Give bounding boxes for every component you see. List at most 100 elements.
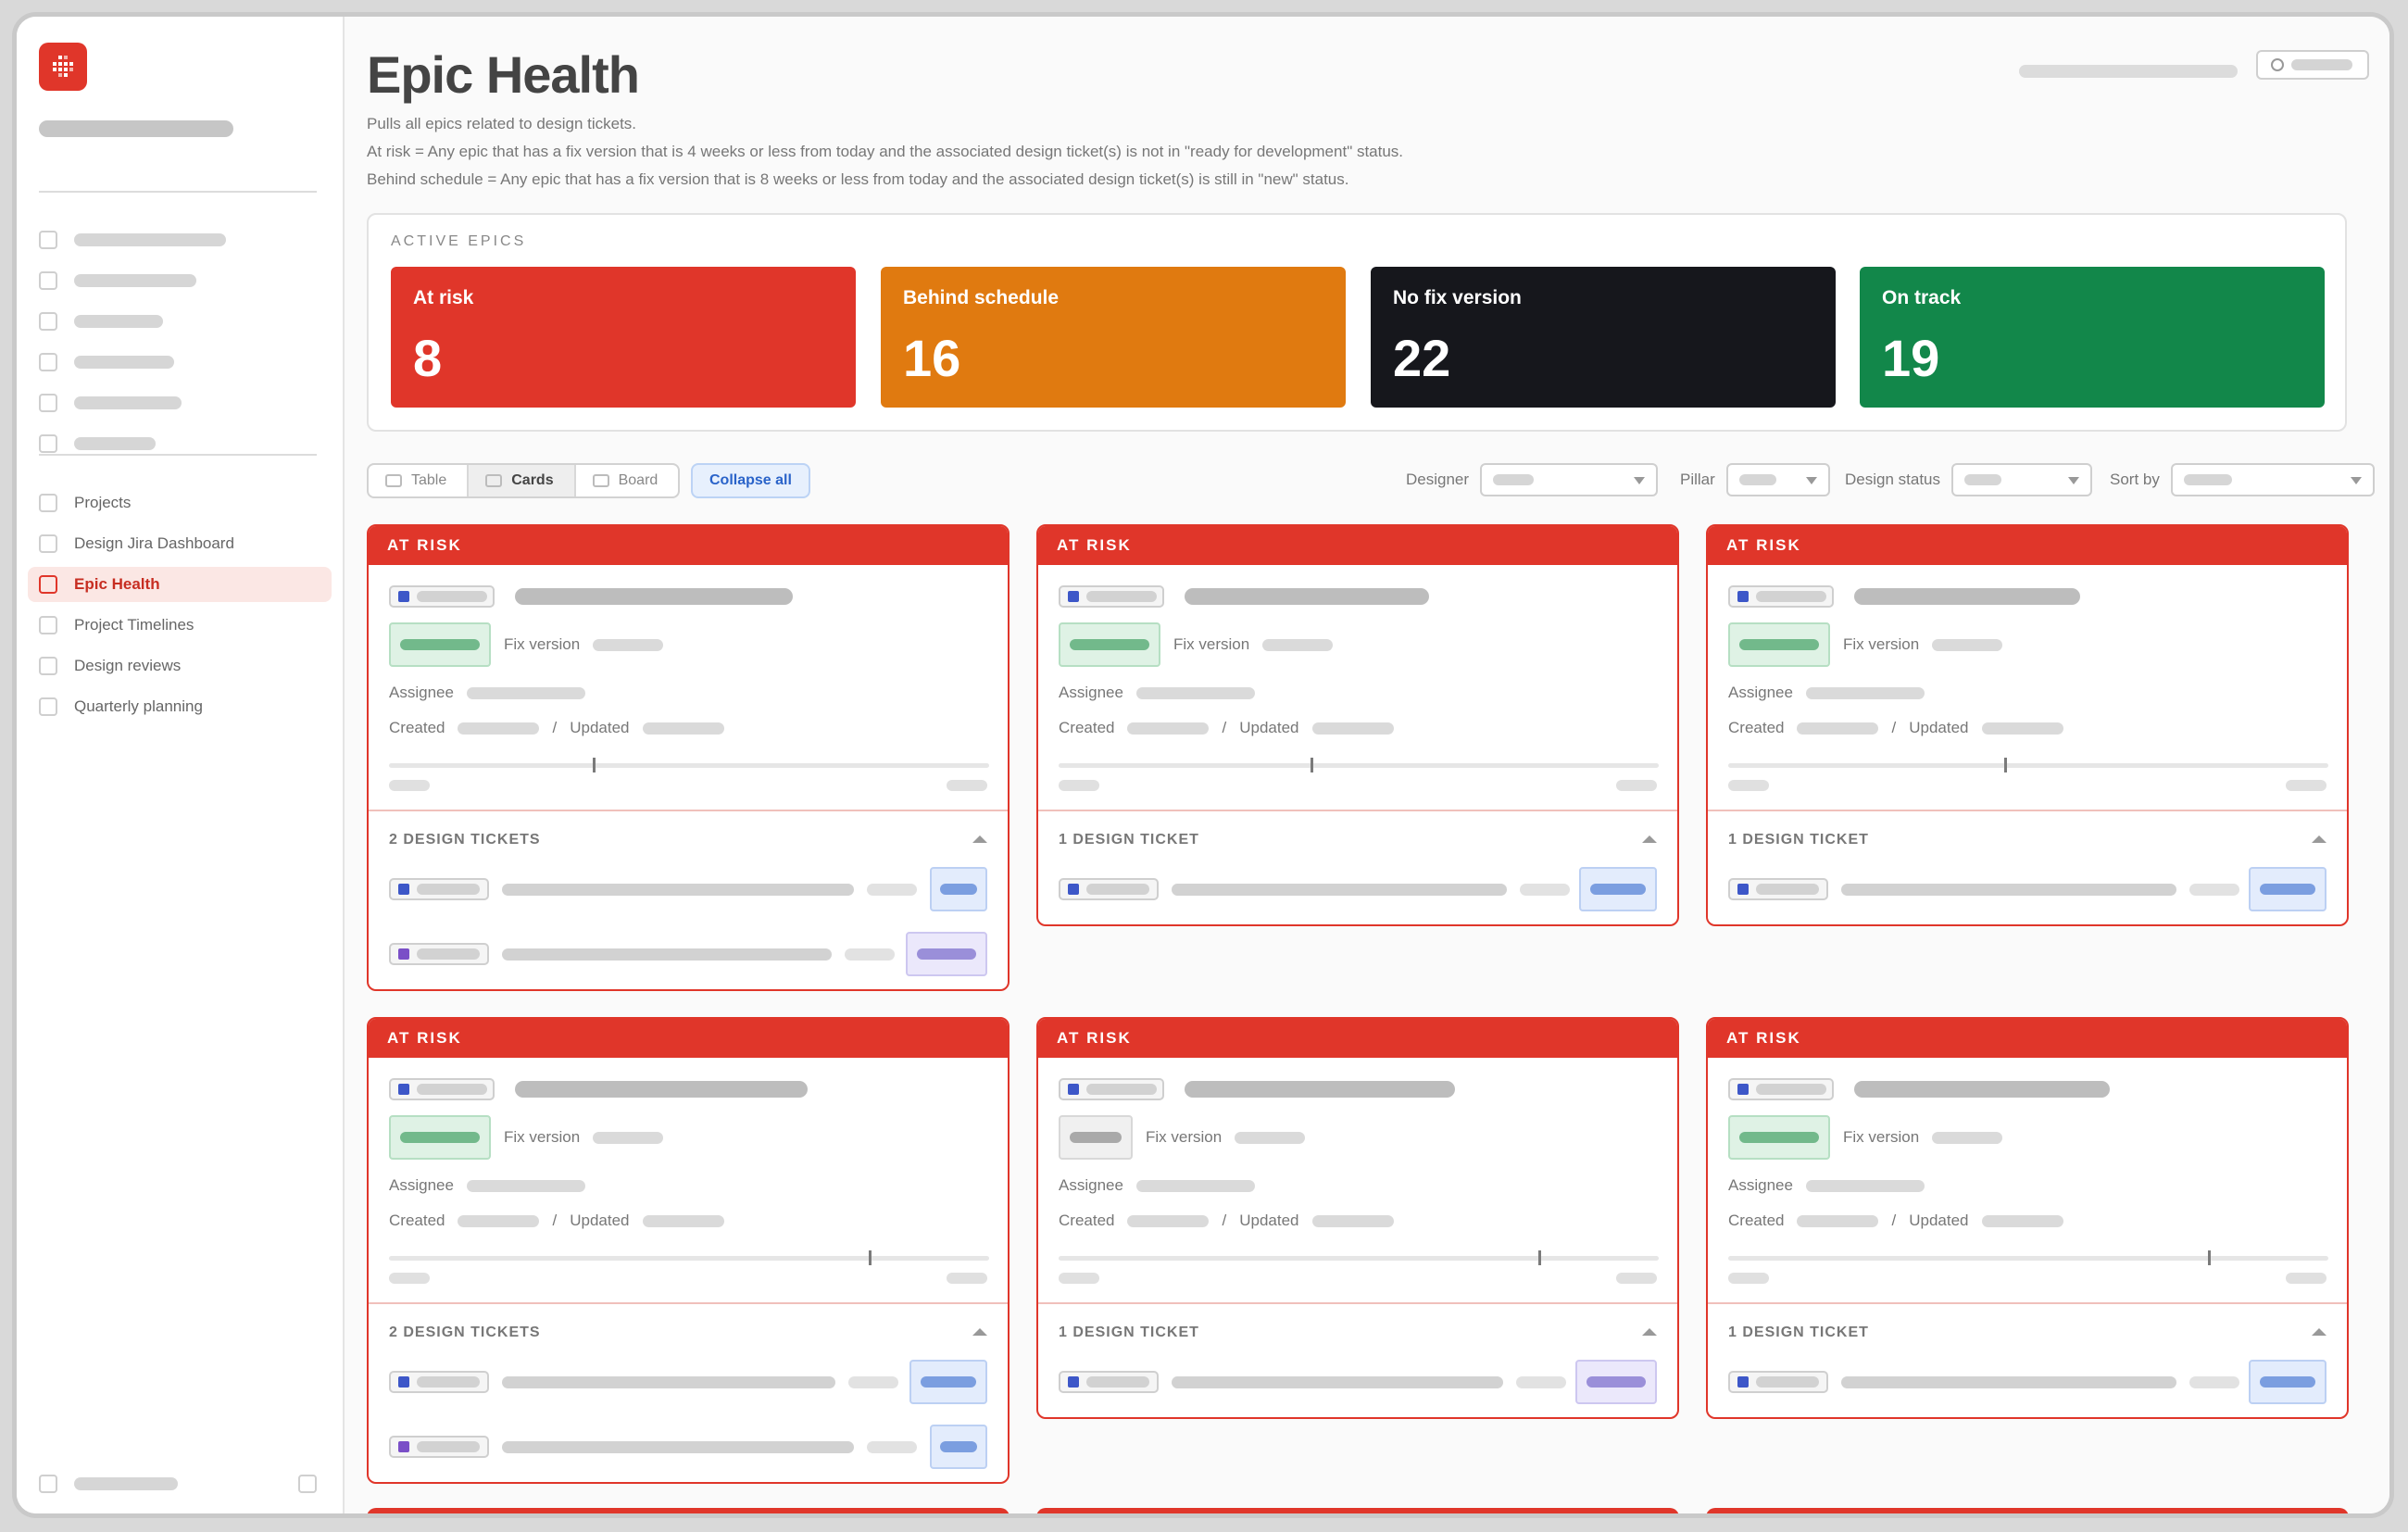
epic-card-peek[interactable] <box>1706 1508 2349 1513</box>
sidebar-placeholder-item[interactable] <box>28 385 332 421</box>
ticket-key-badge[interactable] <box>1728 1371 1828 1393</box>
ticket-key-badge[interactable] <box>389 878 489 900</box>
collapse-caret-icon[interactable] <box>2312 1328 2326 1336</box>
ticket-title-placeholder <box>502 883 854 896</box>
at-risk-definition: At risk = Any epic that has a fix versio… <box>367 143 1404 160</box>
ticket-key-badge[interactable] <box>1059 1371 1159 1393</box>
epic-key-badge[interactable] <box>1728 585 1834 608</box>
timeline-marker <box>1311 758 1314 772</box>
collapse-caret-icon[interactable] <box>2312 835 2326 843</box>
key-placeholder <box>1756 1084 1826 1095</box>
collapse-caret-icon[interactable] <box>1642 835 1657 843</box>
updated-placeholder <box>1311 1214 1394 1227</box>
sidebar-item-design-reviews[interactable]: Design reviews <box>28 648 332 684</box>
created-placeholder <box>1797 1214 1879 1227</box>
sidebar-item-quarterly-planning[interactable]: Quarterly planning <box>28 689 332 724</box>
view-cards-button[interactable]: Cards <box>469 465 576 496</box>
stat-card-behind-schedule[interactable]: Behind schedule 16 <box>881 267 1346 408</box>
settings-icon[interactable] <box>298 1475 317 1493</box>
updated-label: Updated <box>1239 1212 1299 1229</box>
sidebar-item-design-jira-dashboard[interactable]: Design Jira Dashboard <box>28 526 332 561</box>
stat-card-at-risk[interactable]: At risk 8 <box>391 267 856 408</box>
ticket-row[interactable] <box>1059 867 1657 911</box>
stat-label: On track <box>1882 287 1962 308</box>
ticket-row[interactable] <box>1728 1360 2326 1404</box>
sidebar-placeholder-item[interactable] <box>28 222 332 257</box>
collapse-all-button[interactable]: Collapse all <box>691 463 810 498</box>
epic-key-badge[interactable] <box>389 585 495 608</box>
card-status-header: AT RISK <box>1038 526 1677 565</box>
ticket-key-badge[interactable] <box>389 1436 489 1458</box>
user-icon[interactable] <box>39 1475 57 1493</box>
ticket-row[interactable] <box>1728 867 2326 911</box>
epic-key-badge[interactable] <box>389 1078 495 1100</box>
ticket-key-badge[interactable] <box>1728 878 1828 900</box>
assignee-label: Assignee <box>1059 1176 1123 1194</box>
select-value-placeholder <box>1738 474 1776 485</box>
designer-select[interactable] <box>1480 463 1659 496</box>
sidebar-placeholder-item[interactable] <box>28 345 332 380</box>
ticket-key-badge[interactable] <box>389 943 489 965</box>
epic-key-badge[interactable] <box>1059 1078 1164 1100</box>
timeline-end-placeholder <box>2286 780 2326 791</box>
sidebar-placeholder-item[interactable] <box>28 426 332 461</box>
created-placeholder <box>1127 722 1210 735</box>
stat-card-on-track[interactable]: On track 19 <box>1860 267 2325 408</box>
stat-card-no-fix-version[interactable]: No fix version 22 <box>1371 267 1836 408</box>
ticket-row[interactable] <box>1059 1360 1657 1404</box>
sidebar-item-project-timelines[interactable]: Project Timelines <box>28 608 332 643</box>
view-table-button[interactable]: Table <box>369 465 470 496</box>
epic-card[interactable]: AT RISK Fix version Assignee Created / Upd… <box>1706 1017 2349 1419</box>
sort-by-select[interactable] <box>2170 463 2375 496</box>
ticket-meta-placeholder <box>848 1375 898 1388</box>
collapse-caret-icon[interactable] <box>972 1328 987 1336</box>
epic-card[interactable]: AT RISK Fix version Assignee Created / Upd… <box>367 524 1010 991</box>
stat-label: No fix version <box>1393 287 1522 308</box>
design-status-select[interactable] <box>1951 463 2092 496</box>
card-title-row <box>1059 1078 1455 1100</box>
sidebar-item-epic-health[interactable]: Epic Health <box>28 567 332 602</box>
status-bar-placeholder <box>940 884 977 895</box>
ticket-row[interactable] <box>389 932 987 976</box>
epic-key-badge[interactable] <box>1728 1078 1834 1100</box>
ticket-row[interactable] <box>389 1425 987 1469</box>
app-logo[interactable] <box>39 43 87 91</box>
epic-status-pill <box>389 622 491 667</box>
assignee-placeholder <box>466 686 585 699</box>
collapse-caret-icon[interactable] <box>972 835 987 843</box>
fix-version-label: Fix version <box>504 635 581 653</box>
ticket-meta-placeholder <box>1520 883 1570 896</box>
header-action-button[interactable] <box>2256 50 2369 80</box>
epic-card[interactable]: AT RISK Fix version Assignee Created / Upd… <box>1036 1017 1679 1419</box>
epic-card[interactable]: AT RISK Fix version Assignee Created / Upd… <box>367 1017 1010 1484</box>
header-placeholder <box>2019 65 2238 78</box>
created-label: Created <box>1059 719 1115 736</box>
filter-label: Designer <box>1406 471 1470 488</box>
sidebar-placeholder-item[interactable] <box>28 263 332 298</box>
key-placeholder <box>417 591 487 602</box>
collapse-caret-icon[interactable] <box>1642 1328 1657 1336</box>
epic-card[interactable]: AT RISK Fix version Assignee Created / Upd… <box>1706 524 2349 926</box>
view-board-button[interactable]: Board <box>576 465 679 496</box>
ticket-meta-placeholder <box>2189 1375 2239 1388</box>
epic-card-peek[interactable] <box>1036 1508 1679 1513</box>
pillar-select[interactable] <box>1725 463 1830 496</box>
fix-version-label: Fix version <box>1173 635 1250 653</box>
ticket-key-badge[interactable] <box>389 1371 489 1393</box>
key-placeholder <box>1756 591 1826 602</box>
key-placeholder <box>417 948 480 960</box>
epic-key-badge[interactable] <box>1059 585 1164 608</box>
card-divider <box>1708 1302 2347 1304</box>
ticket-row[interactable] <box>389 1360 987 1404</box>
view-label: Table <box>411 472 447 488</box>
sidebar-placeholder-item[interactable] <box>28 304 332 339</box>
timeline-track <box>389 758 989 772</box>
ticket-row[interactable] <box>389 867 987 911</box>
epic-card-peek[interactable] <box>367 1508 1010 1513</box>
ticket-key-badge[interactable] <box>1059 878 1159 900</box>
epic-card[interactable]: AT RISK Fix version Assignee Created / Upd… <box>1036 524 1679 926</box>
cards-icon <box>485 474 503 487</box>
sidebar-item-projects[interactable]: Projects <box>28 485 332 521</box>
label-placeholder <box>74 396 182 409</box>
checkbox-icon <box>39 353 57 371</box>
